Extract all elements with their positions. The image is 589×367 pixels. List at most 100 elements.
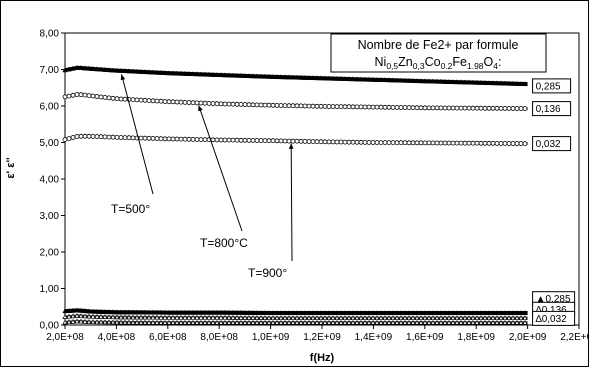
- data-point: [234, 314, 240, 320]
- data-point: [362, 310, 368, 316]
- annotation-arrow-line: [121, 74, 154, 195]
- data-point: [134, 68, 140, 74]
- data-point: [498, 315, 504, 321]
- data-point: [206, 71, 212, 77]
- data-point: [330, 75, 336, 81]
- y-tick-label: 8,00: [40, 29, 60, 40]
- data-point: [518, 141, 524, 146]
- data-point: [422, 105, 428, 111]
- data-point: [334, 319, 340, 325]
- data-point: [90, 65, 96, 71]
- data-point: [246, 314, 252, 320]
- data-point: [278, 74, 284, 80]
- data-point: [402, 77, 408, 83]
- data-point: [354, 139, 360, 145]
- formula-ni: Ni: [375, 55, 387, 69]
- data-point: [318, 315, 324, 321]
- data-point: [186, 136, 192, 142]
- data-point: [70, 92, 76, 98]
- data-point: [298, 103, 304, 109]
- data-point: [158, 319, 164, 325]
- data-point: [106, 319, 112, 325]
- data-point: [230, 319, 236, 325]
- data-point: [502, 310, 508, 316]
- series-end-label-text: ∆0,032: [536, 314, 568, 325]
- annotation: T=800°C: [198, 105, 248, 250]
- annotation-text: T=800°C: [200, 236, 248, 250]
- y-tick-label: 3,00: [40, 211, 60, 222]
- data-point: [422, 310, 428, 316]
- data-point: [114, 67, 120, 73]
- data-point: [162, 136, 168, 142]
- data-point: [350, 76, 356, 82]
- data-point: [438, 315, 444, 321]
- data-point: [302, 74, 308, 80]
- data-point: [74, 318, 80, 324]
- data-point: [474, 105, 480, 111]
- data-point: [214, 71, 220, 77]
- data-point: [326, 319, 332, 325]
- data-point: [390, 319, 396, 325]
- data-point: [202, 71, 208, 77]
- data-point: [254, 73, 260, 79]
- data-point: [142, 314, 148, 320]
- data-point: [166, 309, 172, 315]
- data-point: [446, 140, 452, 146]
- data-point: [514, 106, 520, 111]
- y-tick-label: 6,00: [40, 102, 60, 113]
- data-point: [354, 319, 360, 325]
- data-point: [482, 319, 488, 325]
- data-point: [78, 64, 84, 70]
- data-point: [350, 104, 356, 110]
- data-point: [230, 101, 236, 107]
- data-point: [130, 319, 136, 325]
- data-point: [154, 69, 160, 75]
- data-point: [394, 319, 400, 325]
- data-point: [402, 319, 408, 325]
- data-point: [462, 79, 468, 85]
- data-point: [442, 315, 448, 321]
- data-point: [166, 319, 172, 325]
- data-point: [462, 140, 468, 146]
- data-point: [498, 106, 504, 111]
- data-point: [346, 315, 352, 321]
- data-point: [146, 309, 152, 315]
- data-point: [498, 80, 504, 86]
- data-point: [218, 101, 224, 107]
- data-point: [494, 105, 500, 111]
- data-point: [522, 315, 528, 321]
- data-point: [174, 309, 180, 315]
- data-point: [94, 94, 100, 99]
- data-point: [90, 308, 96, 314]
- data-point: [410, 105, 416, 111]
- data-point: [70, 135, 76, 140]
- data-point: [254, 319, 260, 325]
- data-point: [510, 80, 516, 86]
- data-point: [358, 104, 364, 110]
- data-point: [466, 310, 472, 316]
- data-point: [254, 309, 260, 315]
- data-point: [338, 310, 344, 316]
- data-point: [438, 310, 444, 316]
- data-point: [298, 319, 304, 325]
- data-point: [278, 103, 284, 108]
- data-point: [242, 137, 248, 143]
- data-point: [210, 137, 216, 143]
- data-point: [514, 141, 520, 146]
- data-point: [78, 318, 84, 324]
- data-point: [490, 80, 496, 86]
- data-point: [242, 319, 248, 325]
- data-point: [294, 319, 300, 325]
- data-point: [254, 102, 260, 108]
- data-point: [62, 94, 68, 100]
- data-point: [202, 314, 208, 320]
- data-point: [370, 140, 376, 145]
- data-point: [218, 137, 224, 143]
- data-point: [386, 319, 392, 325]
- data-point: [382, 104, 388, 110]
- data-point: [450, 79, 456, 85]
- data-point: [414, 105, 420, 111]
- data-point: [82, 308, 88, 314]
- data-point: [110, 314, 116, 320]
